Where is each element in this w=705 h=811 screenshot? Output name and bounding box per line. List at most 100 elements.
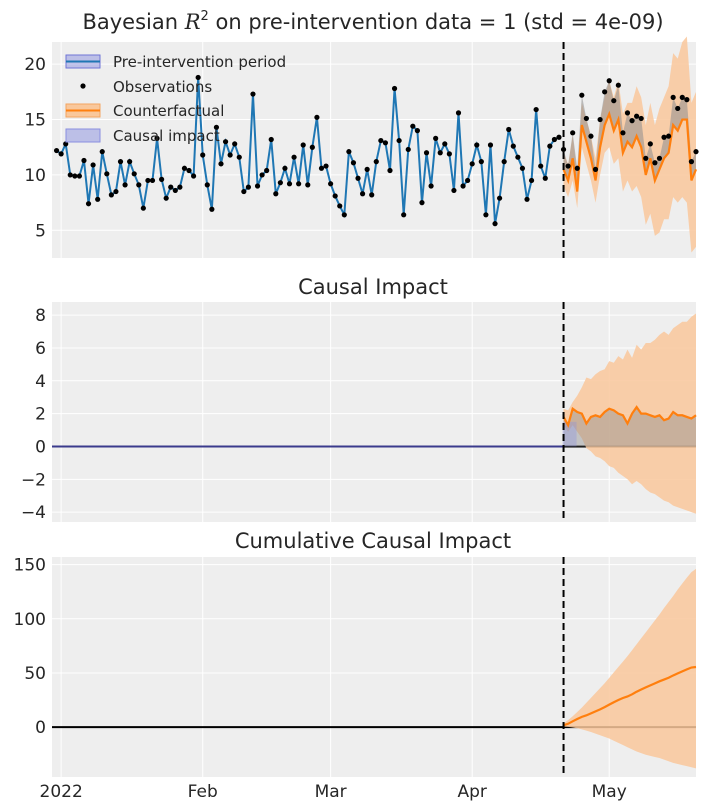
observation-point — [542, 175, 548, 181]
observation-point — [665, 133, 672, 139]
observation-point — [382, 140, 389, 146]
observation-point — [186, 167, 192, 174]
observation-point — [140, 205, 146, 211]
cumulative-band — [563, 568, 696, 769]
observation-point — [378, 137, 384, 144]
observation-point — [565, 163, 571, 169]
observation-point — [478, 159, 484, 165]
observation-point — [656, 155, 663, 161]
y-tick-label: 4 — [35, 372, 46, 392]
observation-point — [492, 221, 498, 227]
observation-point — [154, 135, 160, 141]
observation-point — [177, 184, 183, 190]
y-tick-label: −4 — [21, 503, 46, 523]
observation-point — [419, 200, 425, 206]
x-tick-label: May — [592, 782, 627, 802]
y-tick-label: 20 — [24, 55, 46, 75]
causal-impact-area — [563, 80, 696, 192]
observation-point — [451, 187, 457, 194]
observation-point — [465, 177, 471, 184]
observation-point — [318, 165, 325, 171]
legend: Pre-intervention period Observations Cou… — [65, 53, 286, 145]
observation-point — [611, 98, 617, 104]
observation-point — [661, 134, 667, 140]
x-tick-labels: 2022 Feb Mar Apr May — [40, 782, 627, 802]
observation-point — [396, 137, 402, 144]
observation-point — [286, 181, 293, 187]
observation-point — [332, 193, 338, 199]
x-tick-label: Apr — [457, 782, 486, 802]
observation-point — [615, 82, 621, 88]
observation-point — [213, 124, 220, 130]
observation-point — [433, 135, 439, 141]
observation-point — [428, 183, 434, 189]
observation-point — [305, 182, 311, 188]
chart-title: Bayesian R2 on pre-intervention data = 1… — [82, 9, 663, 34]
observation-point — [296, 181, 302, 187]
observation-point — [250, 91, 256, 97]
observation-point — [551, 136, 558, 143]
observation-point — [300, 142, 306, 148]
observation-point — [675, 105, 681, 112]
observation-point — [346, 149, 352, 155]
observation-point — [181, 165, 188, 171]
observation-point — [579, 92, 585, 98]
observation-point — [149, 177, 156, 184]
observation-point — [277, 180, 283, 186]
observation-point — [95, 196, 101, 202]
y-tick-label: 15 — [24, 111, 46, 131]
observation-point — [474, 142, 480, 148]
observation-point — [684, 97, 690, 103]
observation-point — [497, 195, 503, 201]
observation-point — [483, 212, 489, 218]
observation-point — [268, 136, 274, 143]
observation-point — [528, 177, 535, 184]
chart-title: Cumulative Causal Impact — [235, 529, 511, 553]
observation-point — [638, 115, 644, 122]
observation-point — [606, 78, 612, 84]
cumulative-mean-line — [563, 665, 697, 727]
observation-point — [487, 142, 494, 148]
observation-point — [391, 85, 398, 92]
observation-point — [647, 141, 653, 147]
observation-point — [437, 150, 443, 156]
y-tick-label: 0 — [35, 718, 46, 738]
observation-point — [515, 154, 521, 160]
observation-point — [63, 141, 69, 147]
y-tick-label: 150 — [14, 556, 46, 576]
legend-marker-observations — [80, 83, 86, 89]
observation-point — [136, 182, 142, 188]
y-tick-label: 10 — [24, 166, 46, 186]
observation-point — [328, 181, 334, 187]
observation-point — [104, 171, 110, 177]
observation-point — [145, 177, 151, 184]
observation-point — [282, 165, 288, 171]
observation-point — [58, 151, 64, 157]
observation-point — [510, 143, 516, 149]
observation-point — [446, 151, 452, 157]
observation-point — [560, 146, 567, 153]
observation-point — [127, 159, 133, 165]
panel-cumulative-causal-impact: 0 50 100 150 Cumulative Causal Impact — [14, 529, 697, 777]
observation-point — [168, 184, 174, 190]
observation-point — [200, 152, 206, 158]
observation-point — [195, 74, 201, 81]
observation-point — [570, 130, 576, 136]
x-tick-label: Feb — [188, 782, 218, 802]
observation-point — [387, 167, 393, 174]
chart-title: Causal Impact — [298, 275, 448, 299]
observation-point — [264, 167, 270, 174]
chart-marks — [52, 302, 697, 522]
observation-point — [506, 126, 512, 133]
observation-point — [688, 159, 695, 165]
observation-point — [364, 166, 370, 172]
observation-point — [81, 157, 87, 164]
observation-point — [337, 203, 343, 209]
chart-marks — [52, 557, 697, 777]
observation-point — [131, 171, 137, 177]
observation-point — [524, 196, 530, 202]
observation-point — [620, 130, 626, 136]
y-tick-label: 100 — [14, 610, 46, 630]
observation-point — [501, 159, 507, 165]
y-tick-label: 50 — [24, 664, 46, 684]
